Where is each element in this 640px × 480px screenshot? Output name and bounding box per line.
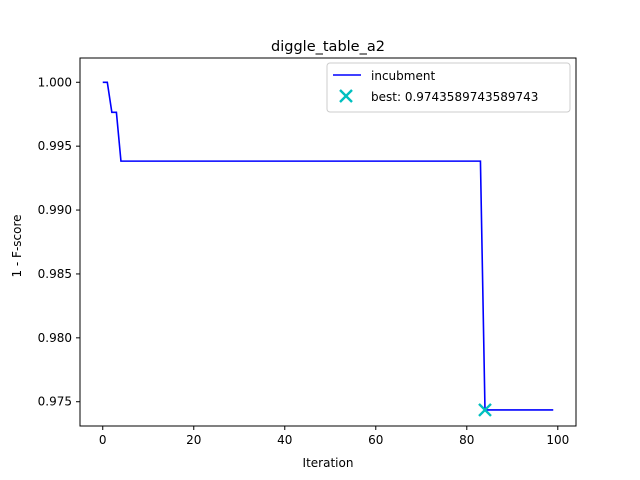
y-axis-label: 1 - F-score [10, 214, 24, 277]
y-tick-label: 0.980 [38, 331, 72, 345]
chart-title: diggle_table_a2 [271, 39, 385, 55]
x-tick-label: 40 [277, 433, 292, 447]
legend-best-label: best: 0.9743589743589743 [371, 90, 538, 104]
legend-series-label: incubment [371, 69, 435, 83]
x-axis-label: Iteration [303, 456, 354, 470]
y-axis: 0.975 0.980 0.985 0.990 0.995 1.000 [38, 75, 80, 409]
x-tick-label: 80 [459, 433, 474, 447]
plot-frame [79, 57, 577, 427]
x-tick-label: 100 [546, 433, 569, 447]
x-tick-label: 0 [99, 433, 107, 447]
legend-best-marker [339, 89, 353, 103]
legend-box [326, 62, 571, 113]
legend: incubment best: 0.9743589743589743 [326, 62, 571, 113]
series-line-0 [102, 81, 554, 411]
plot-area [79, 57, 577, 427]
x-tick-label: 60 [368, 433, 383, 447]
y-tick-label: 0.975 [38, 395, 72, 409]
y-tick-label: 1.000 [38, 75, 72, 89]
x-axis: 0 20 40 60 80 100 [99, 426, 569, 447]
x-tick-label: 20 [186, 433, 201, 447]
best-point-marker [478, 403, 492, 417]
y-tick-label: 0.995 [38, 139, 72, 153]
y-tick-label: 0.990 [38, 203, 72, 217]
y-tick-label: 0.985 [38, 267, 72, 281]
